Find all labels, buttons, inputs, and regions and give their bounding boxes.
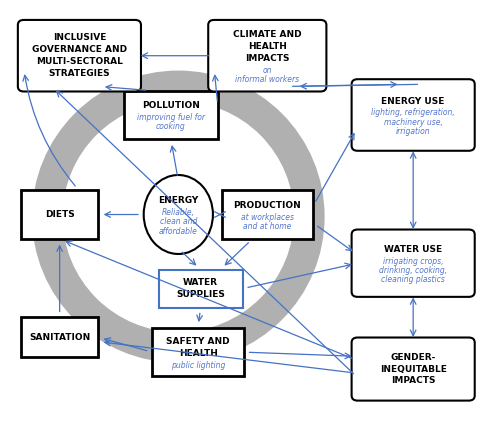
- Text: cleaning plastics: cleaning plastics: [381, 275, 445, 284]
- FancyBboxPatch shape: [124, 91, 218, 139]
- Text: at workplaces: at workplaces: [241, 212, 294, 221]
- Text: ENERGY: ENERGY: [158, 196, 198, 205]
- Text: on: on: [262, 66, 272, 75]
- FancyBboxPatch shape: [22, 317, 98, 357]
- FancyBboxPatch shape: [222, 190, 313, 239]
- Text: HEALTH: HEALTH: [248, 42, 286, 51]
- Text: WATER USE: WATER USE: [384, 245, 442, 254]
- FancyBboxPatch shape: [352, 79, 474, 151]
- Text: irrigation: irrigation: [396, 127, 430, 136]
- Text: INCLUSIVE: INCLUSIVE: [52, 33, 106, 42]
- Text: WATER: WATER: [183, 278, 218, 287]
- Text: STRATEGIES: STRATEGIES: [48, 69, 110, 78]
- FancyBboxPatch shape: [352, 230, 474, 297]
- Text: MULTI-SECTORAL: MULTI-SECTORAL: [36, 57, 123, 66]
- Text: public lighting: public lighting: [171, 361, 226, 370]
- Text: machinery use,: machinery use,: [384, 118, 442, 127]
- Text: IMPACTS: IMPACTS: [245, 54, 290, 63]
- Text: Reliable,: Reliable,: [162, 208, 195, 217]
- Text: CLIMATE AND: CLIMATE AND: [233, 30, 302, 39]
- Text: drinking, cooking,: drinking, cooking,: [379, 266, 447, 275]
- Text: SAFETY AND: SAFETY AND: [166, 337, 230, 346]
- FancyBboxPatch shape: [152, 328, 244, 377]
- FancyBboxPatch shape: [352, 338, 474, 401]
- Text: affordable: affordable: [159, 227, 198, 236]
- Text: clean and: clean and: [160, 217, 197, 226]
- FancyBboxPatch shape: [22, 190, 98, 239]
- Text: IMPACTS: IMPACTS: [391, 376, 436, 385]
- Text: cooking: cooking: [156, 122, 186, 131]
- Text: PRODUCTION: PRODUCTION: [234, 201, 301, 210]
- Text: HEALTH: HEALTH: [178, 349, 218, 358]
- Text: and at home: and at home: [243, 222, 292, 231]
- Text: GENDER-: GENDER-: [390, 353, 436, 362]
- FancyBboxPatch shape: [18, 20, 141, 91]
- Text: SUPPLIES: SUPPLIES: [176, 290, 225, 299]
- Text: lighting, refrigeration,: lighting, refrigeration,: [372, 109, 455, 118]
- Text: irrigating crops,: irrigating crops,: [383, 257, 444, 266]
- FancyBboxPatch shape: [158, 269, 242, 308]
- Ellipse shape: [144, 175, 213, 254]
- Text: SANITATION: SANITATION: [29, 333, 90, 342]
- Text: INEQUITABLE: INEQUITABLE: [380, 365, 446, 374]
- Text: DIETS: DIETS: [45, 210, 74, 219]
- FancyBboxPatch shape: [208, 20, 326, 91]
- Text: informal workers: informal workers: [235, 75, 300, 84]
- Text: GOVERNANCE AND: GOVERNANCE AND: [32, 45, 127, 54]
- Text: ENERGY USE: ENERGY USE: [382, 97, 445, 106]
- Text: improving fuel for: improving fuel for: [137, 113, 205, 122]
- Text: POLLUTION: POLLUTION: [142, 101, 200, 110]
